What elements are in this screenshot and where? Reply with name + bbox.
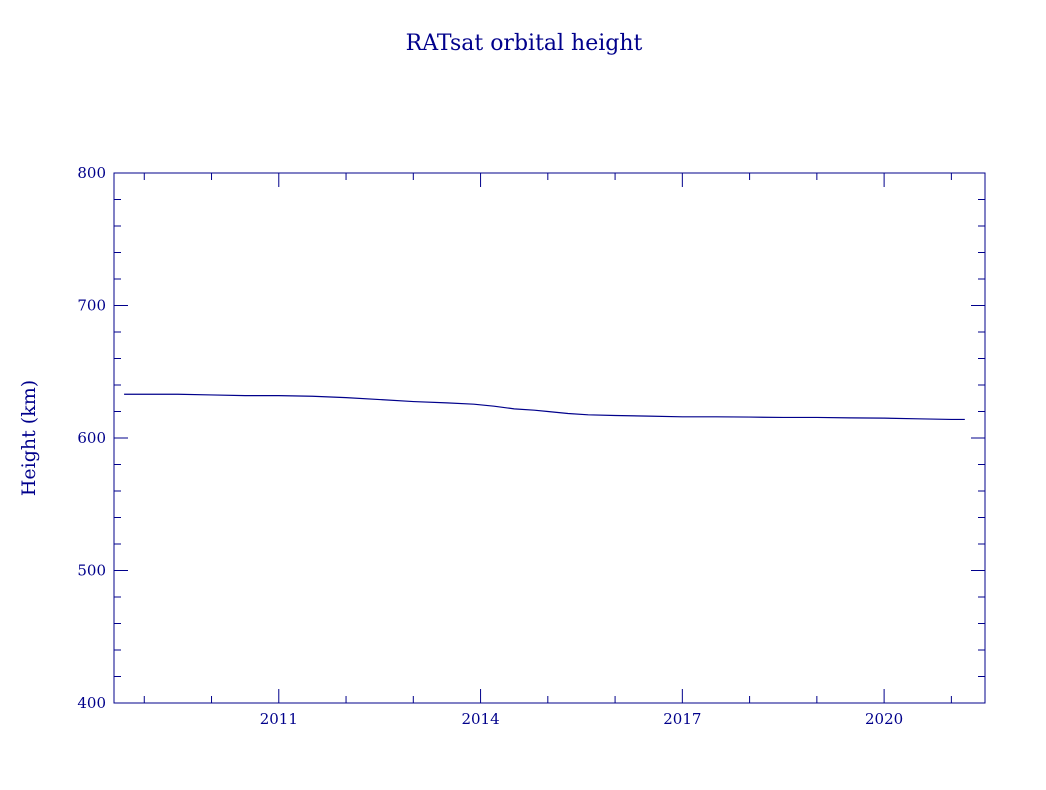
x-tick-label: 2020: [865, 710, 903, 728]
x-tick-label: 2017: [663, 710, 701, 728]
plot-frame: [113, 172, 986, 704]
y-tick-label: 400: [77, 694, 106, 712]
chart-title: RATsat orbital height: [406, 31, 643, 56]
series-group: [124, 393, 965, 421]
y-tick-label: 600: [77, 429, 106, 447]
y-axis-label: Height (km): [18, 380, 40, 496]
series-line-0: [124, 393, 965, 421]
y-tick-label: 800: [77, 164, 106, 182]
y-tick-label: 700: [77, 297, 106, 315]
axis-ticks: [114, 172, 985, 704]
x-tick-label: 2011: [260, 710, 298, 728]
tick-labels: 400 500 600 700 800 2011 2014 2017 2020: [77, 164, 903, 728]
x-tick-label: 2014: [461, 710, 499, 728]
y-tick-label: 500: [77, 562, 106, 580]
